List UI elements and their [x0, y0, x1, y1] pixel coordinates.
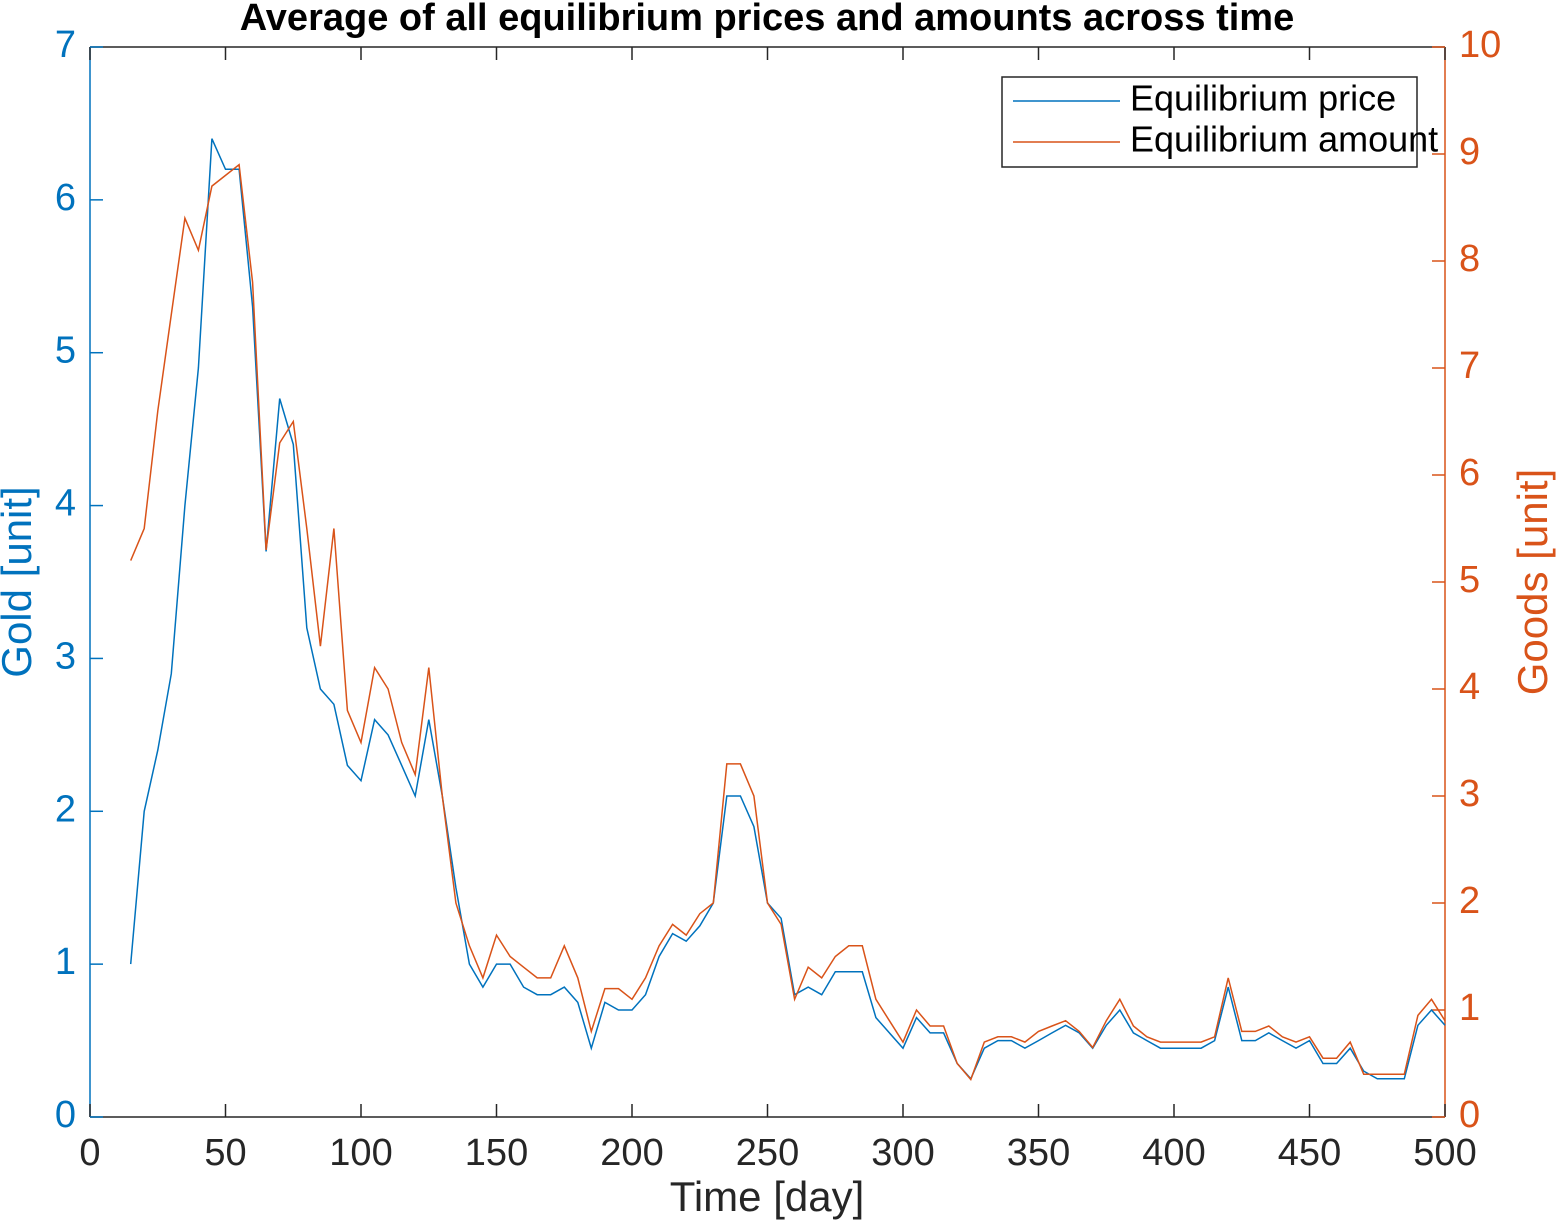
x-tick-label: 400 [1142, 1132, 1205, 1174]
y2-tick-label: 4 [1459, 666, 1480, 708]
y2-tick-label: 5 [1459, 559, 1480, 601]
x-tick-label: 50 [204, 1132, 246, 1174]
x-tick-label: 200 [600, 1132, 663, 1174]
x-tick-label: 0 [79, 1132, 100, 1174]
legend-label: Equilibrium amount [1130, 119, 1438, 160]
x-tick-label: 300 [871, 1132, 934, 1174]
x-tick-label: 100 [329, 1132, 392, 1174]
x-tick-label: 350 [1007, 1132, 1070, 1174]
y2-tick-label: 3 [1459, 773, 1480, 815]
y-tick-label: 2 [55, 788, 76, 830]
y-tick-label: 5 [55, 330, 76, 372]
y-tick-label: 7 [55, 24, 76, 66]
y2-tick-label: 0 [1459, 1094, 1480, 1136]
y-tick-label: 4 [55, 483, 76, 525]
series-line [130, 163, 1446, 1081]
legend-box [1001, 76, 1418, 168]
series-line [129, 138, 1446, 1081]
y2-tick-label: 8 [1459, 238, 1480, 280]
y2-tick-label: 10 [1459, 24, 1501, 66]
x-tick-label: 500 [1413, 1132, 1476, 1174]
x-tick-label: 450 [1278, 1132, 1341, 1174]
y-tick-label: 0 [55, 1094, 76, 1136]
y2-tick-label: 1 [1459, 987, 1480, 1029]
x-tick-label: 250 [736, 1132, 799, 1174]
y2-tick-label: 9 [1459, 131, 1480, 173]
y-tick-label: 3 [55, 635, 76, 677]
y2-tick-label: 6 [1459, 452, 1480, 494]
x-axis-label: Time [day] [670, 1173, 865, 1220]
chart-title: Average of all equilibrium prices and am… [240, 0, 1294, 39]
y2-tick-label: 7 [1459, 345, 1480, 387]
y-tick-label: 6 [55, 177, 76, 219]
y-tick-label: 1 [55, 941, 76, 983]
x-tick-label: 150 [465, 1132, 528, 1174]
y2-axis-label: Goods [unit] [1509, 469, 1556, 695]
legend-label: Equilibrium price [1130, 78, 1396, 119]
y-axis-label: Gold [unit] [0, 486, 40, 677]
y2-tick-label: 2 [1459, 880, 1480, 922]
